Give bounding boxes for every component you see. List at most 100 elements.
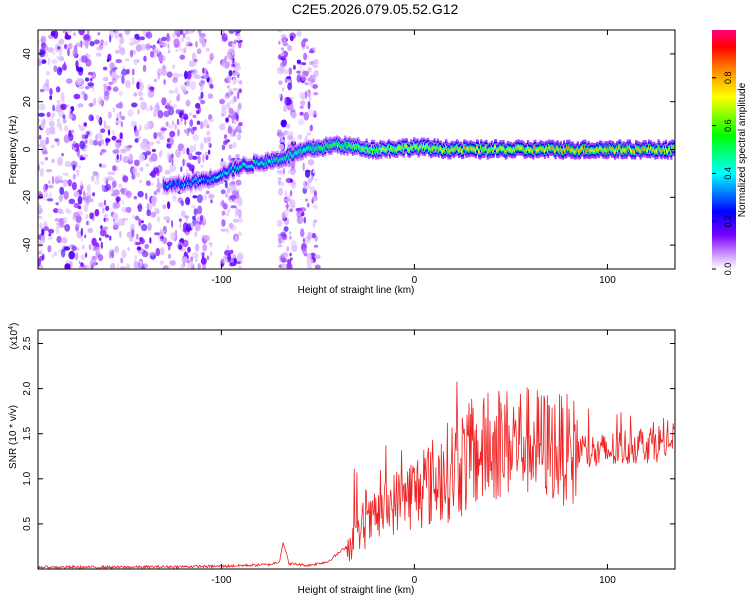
spectrogram-noise-cell — [192, 133, 199, 142]
spectrogram-noise-cell — [223, 134, 228, 139]
spectrogram-noise-cell — [62, 114, 66, 120]
spectrogram-noise-cell — [172, 64, 176, 70]
spectrogram-ridge-cell — [419, 145, 422, 148]
spectrogram-noise-cell — [180, 263, 184, 269]
spectrogram-noise-cell — [238, 217, 243, 224]
spectrogram-noise-cell — [290, 181, 297, 189]
spectrogram-ridge-cell — [259, 162, 262, 166]
spectrogram-noise-cell — [49, 125, 56, 134]
spectrogram-noise-cell — [236, 33, 241, 42]
spectrogram-ridge-cell — [485, 146, 488, 149]
spectrogram-noise-cell — [288, 231, 292, 235]
spectrogram-noise-cell — [232, 218, 240, 223]
spectrogram-noise-cell — [145, 150, 152, 156]
spectrogram-noise-cell — [84, 77, 90, 82]
spectrogram-noise-cell — [307, 109, 315, 116]
spectrogram-noise-cell — [120, 121, 123, 128]
spectrogram-noise-cell — [183, 129, 189, 134]
spectrogram-noise-cell — [168, 90, 175, 94]
spectrogram-ridge-cell — [349, 144, 352, 148]
spectrogram-noise-cell — [185, 217, 188, 224]
spectrogram-ridge-cell — [435, 147, 438, 151]
spectrogram-noise-cell — [103, 176, 108, 182]
spectrogram-noise-cell — [112, 165, 117, 172]
spectrogram-noise-cell — [281, 37, 287, 42]
spectrogram-noise-cell — [106, 58, 110, 63]
spectrogram-noise-cell — [53, 65, 58, 73]
spectrogram-noise-cell — [205, 47, 210, 52]
spectrogram-ridge-cell — [425, 145, 428, 149]
spectrogram-ridge-cell — [466, 146, 469, 150]
spectrogram-noise-cell — [159, 231, 163, 237]
spectrogram-noise-cell — [237, 210, 242, 219]
spectrogram-noise-cell — [131, 68, 135, 76]
spectrogram-noise-cell — [290, 204, 296, 209]
spectrogram-noise-cell — [84, 234, 87, 239]
spectrogram-ridge-cell — [554, 150, 557, 154]
spectrogram-noise-cell — [84, 139, 88, 145]
spectrogram-noise-cell — [172, 103, 178, 109]
spectrogram-noise-cell — [73, 147, 77, 151]
spectrogram-ridge-cell — [569, 148, 572, 152]
spectrogram-noise-cell — [179, 238, 184, 243]
spectrogram-noise-cell — [54, 138, 59, 142]
spectrogram-ridge-cell — [385, 149, 388, 152]
spectrogram-ridge-cell — [216, 176, 219, 179]
spectrogram-noise-cell — [145, 162, 150, 168]
spectrogram-noise-cell — [129, 236, 134, 242]
spectrogram-noise-cell — [88, 102, 94, 107]
spectrogram-noise-cell — [161, 36, 167, 42]
spectrogram-noise-cell — [233, 60, 236, 65]
spectrogram-noise-cell — [184, 30, 189, 35]
spectrogram-noise-cell — [234, 30, 241, 34]
spectrogram-noise-cell — [80, 236, 84, 243]
spectrogram-noise-cell — [184, 36, 191, 40]
spectrogram-ridge-cell — [250, 164, 253, 168]
spectrogram-ridge-cell — [649, 149, 652, 153]
spectrogram-noise-cell — [238, 88, 242, 94]
spectrogram-ridge-cell — [281, 156, 284, 160]
spectrogram-ridge-cell — [552, 146, 555, 150]
spectrogram-noise-cell — [146, 143, 151, 152]
spectrogram-noise-cell — [202, 263, 206, 269]
spectrogram-noise-cell — [221, 33, 228, 42]
spectrogram-ridge-cell — [181, 183, 184, 187]
spectrogram-noise-cell — [186, 79, 189, 87]
spectrogram-noise-cell — [238, 80, 243, 85]
spectrogram-ridge-cell — [378, 149, 381, 153]
spectrogram-ridge-cell — [304, 148, 307, 152]
spectrogram-ridge-cell — [629, 148, 632, 152]
spectrogram-ridge-cell — [230, 166, 233, 170]
spectrogram-ridge-cell — [618, 145, 621, 149]
spectrogram-ridge-cell — [486, 150, 489, 154]
spectrogram-noise-cell — [139, 238, 145, 245]
spectrogram-noise-cell — [39, 103, 46, 111]
spectrogram-noise-cell — [221, 219, 226, 227]
spectrogram-noise-cell — [131, 102, 138, 108]
spectrogram-noise-cell — [124, 58, 130, 62]
spectrogram-noise-cell — [60, 248, 66, 258]
spectrogram-ridge-cell — [616, 147, 619, 151]
spectrogram-ridge-cell — [316, 148, 319, 152]
spectrogram-noise-cell — [88, 198, 94, 203]
spectrogram-ridge-cell — [668, 147, 671, 151]
spectrogram-noise-cell — [166, 102, 170, 111]
spectrogram-noise-cell — [146, 209, 151, 217]
spectrogram-noise-cell — [47, 245, 52, 253]
spectrogram-noise-cell — [309, 124, 313, 132]
spectrogram-noise-cell — [157, 72, 160, 80]
spectrogram-ridge-cell — [278, 159, 281, 162]
spectrogram-noise-cell — [83, 203, 89, 213]
spectrogram-noise-cell — [80, 180, 83, 187]
spectrogram-noise-cell — [62, 216, 68, 224]
spectrogram-noise-cell — [221, 199, 225, 206]
spectrogram-noise-cell — [299, 216, 303, 224]
spectrogram-noise-cell — [182, 147, 186, 155]
spectrogram-noise-cell — [136, 246, 142, 251]
spectrogram-noise-cell — [306, 202, 310, 208]
spectrogram-noise-cell — [75, 251, 79, 261]
spectrogram-noise-cell — [147, 90, 155, 98]
spectrogram-noise-cell — [235, 179, 242, 186]
spectrogram-ridge-cell — [450, 147, 453, 151]
spectrogram-noise-cell — [98, 202, 104, 208]
